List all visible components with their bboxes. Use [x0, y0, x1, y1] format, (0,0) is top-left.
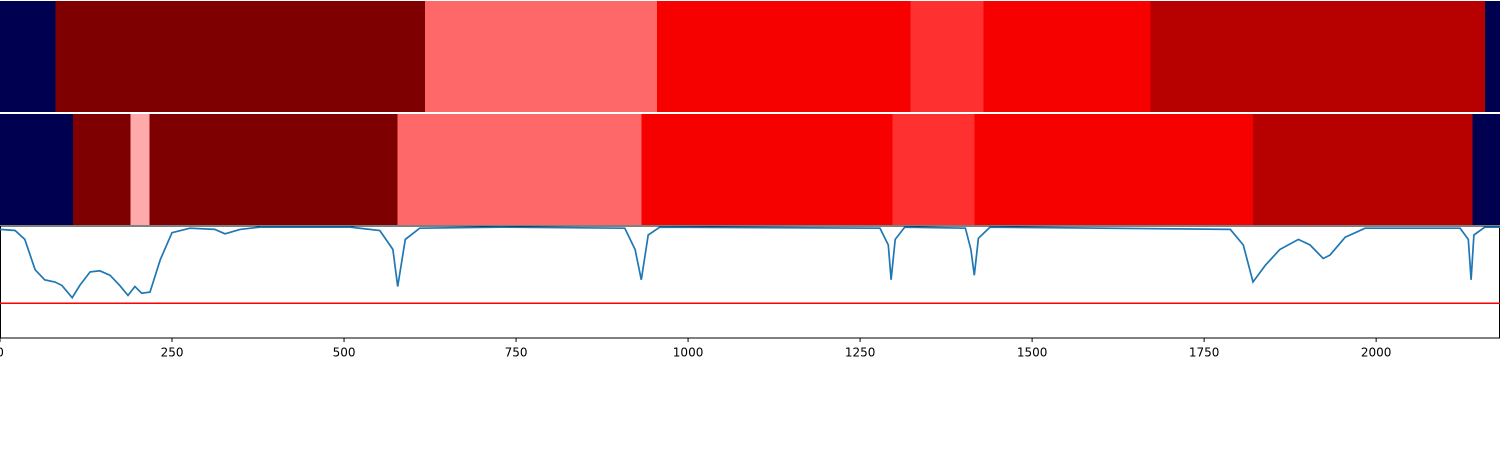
segment — [1252, 114, 1473, 225]
segment — [130, 114, 150, 225]
segment — [910, 1, 984, 112]
plot-frame — [0, 225, 1500, 339]
segment — [425, 1, 658, 112]
x-tick-label: 750 — [505, 346, 528, 360]
segment — [974, 114, 1253, 225]
segment — [55, 1, 426, 112]
x-tick-label: 1750 — [1189, 346, 1220, 360]
segment — [0, 114, 73, 225]
segment — [983, 1, 1151, 112]
segment — [1150, 1, 1485, 112]
segment — [641, 114, 893, 225]
segment — [397, 114, 642, 225]
x-tick-label: 1500 — [1017, 346, 1048, 360]
x-tick-label: 1250 — [845, 346, 876, 360]
x-tick-label: 2000 — [1361, 346, 1392, 360]
segment — [149, 114, 398, 225]
segment — [0, 1, 56, 112]
x-tick-label: 0 — [0, 346, 4, 360]
segment — [1484, 1, 1500, 112]
data-line — [0, 226, 1500, 300]
x-tick-label: 500 — [333, 346, 356, 360]
x-tick-label: 250 — [161, 346, 184, 360]
x-tick-label: 1000 — [673, 346, 704, 360]
segment — [1472, 114, 1500, 225]
segment — [892, 114, 975, 225]
segment — [657, 1, 911, 112]
segment — [72, 114, 131, 225]
